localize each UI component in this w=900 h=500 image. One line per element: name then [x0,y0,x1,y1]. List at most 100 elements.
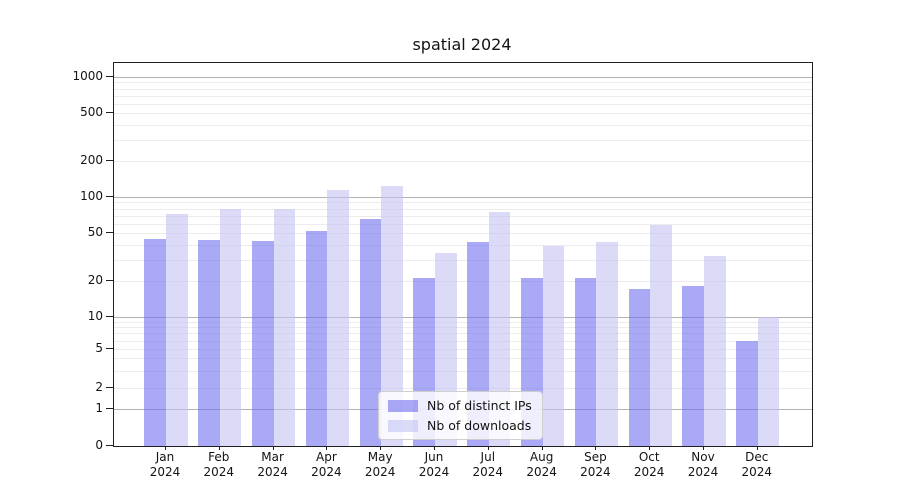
bar-distinct-ips-feb-2024 [198,239,220,446]
ytick-label-5: 5 [95,341,103,355]
xtick-mark-jan-2024 [165,446,166,450]
xtick-label-jul-2024: Jul 2024 [456,450,520,480]
ytick-mark-1000 [106,76,113,77]
ytick-label-10: 10 [87,309,103,323]
xtick-label-line: Nov [691,450,715,464]
gridline-minor-6 [114,340,812,342]
ytick-mark-500 [106,112,113,114]
gridline-minor-7 [114,333,812,335]
gridline-minor-40 [114,244,812,246]
xtick-label-line: Dec [745,450,769,464]
xtick-mark-jun-2024 [434,446,435,450]
bar-downloads-sep-2024 [596,242,619,446]
xtick-label-line: 2024 [526,465,557,479]
xtick-label-nov-2024: Nov 2024 [671,450,735,480]
gridline-minor-5 [114,349,812,350]
xtick-mark-nov-2024 [703,446,704,450]
xtick-mark-may-2024 [380,446,382,450]
xtick-label-line: 2024 [633,465,665,479]
gridline-minor-700 [114,95,812,97]
ytick-mark-100 [106,196,113,197]
legend-item-distinct-ips: Nb of distinct IPs [388,398,532,413]
xtick-label-mar-2024: Mar 2024 [241,450,305,480]
bar-downloads-jul-2024 [488,211,511,446]
ytick-label-2: 2 [95,380,103,394]
ytick-label-1: 1 [95,401,103,415]
xtick-mark-apr-2024 [326,446,328,450]
ytick-mark-10 [106,316,113,317]
gridline-major-1000 [114,77,812,78]
ytick-mark-1 [106,408,113,409]
bar-distinct-ips-oct-2024 [628,289,651,446]
gridline-minor-80 [114,208,812,210]
xtick-label-line: 2024 [580,465,611,479]
legend-swatch-distinct-ips [388,399,418,412]
xtick-mark-dec-2024 [756,446,758,450]
bar-downloads-oct-2024 [650,225,672,446]
xtick-label-line: Oct [638,450,660,464]
chart-title: spatial 2024 [412,35,512,54]
gridline-minor-20 [114,280,812,282]
bar-downloads-jan-2024 [166,214,188,446]
xtick-label-line: 2024 [203,465,235,479]
bar-distinct-ips-dec-2024 [736,340,758,446]
legend-label-distinct-ips: Nb of distinct IPs [427,398,532,413]
gridline-minor-8 [114,327,812,329]
gridline-minor-90 [114,202,812,204]
xtick-label-line: 2024 [364,465,396,479]
gridline-minor-9 [114,321,812,323]
xtick-mark-oct-2024 [649,446,651,450]
gridline-minor-30 [114,259,812,261]
xtick-label-line: Jun [424,450,444,464]
xtick-label-line: 2024 [418,465,450,479]
xtick-label-feb-2024: Feb 2024 [187,450,251,480]
xtick-label-line: Mar [261,450,284,464]
gridline-minor-4 [114,358,812,360]
ytick-mark-20 [106,279,113,281]
xtick-mark-mar-2024 [272,446,274,450]
legend-item-downloads: Nb of downloads [388,418,532,433]
gridline-major-100 [114,197,812,198]
gridline-minor-60 [114,223,812,225]
ytick-label-20: 20 [87,272,103,287]
bar-distinct-ips-may-2024 [359,219,382,446]
ytick-mark-5 [106,348,113,349]
xtick-label-jun-2024: Jun 2024 [402,450,466,480]
bar-downloads-nov-2024 [704,256,726,446]
bar-downloads-feb-2024 [219,208,242,446]
xtick-mark-sep-2024 [595,446,597,450]
bar-distinct-ips-apr-2024 [305,231,328,446]
bar-downloads-may-2024 [381,186,403,446]
xtick-label-apr-2024: Apr 2024 [294,450,358,480]
ytick-mark-2 [106,387,113,388]
gridline-minor-50 [114,233,812,235]
xtick-label-may-2024: May 2024 [348,450,412,480]
xtick-label-line: 2024 [687,465,719,479]
xtick-label-line: May [367,450,393,464]
ytick-mark-200 [106,159,113,161]
legend: Nb of distinct IPs Nb of downloads [378,391,543,440]
gridline-minor-500 [114,113,812,115]
plot-area: Nb of distinct IPs Nb of downloads [113,62,813,447]
gridline-minor-400 [114,124,812,126]
ytick-label-0: 0 [95,438,103,452]
ytick-label-100: 100 [80,189,103,203]
ytick-label-50: 50 [87,225,103,240]
bar-downloads-aug-2024 [542,246,565,446]
xtick-label-line: Aug [529,450,554,464]
bar-downloads-mar-2024 [273,209,296,446]
ytick-label-500: 500 [80,105,103,120]
gridline-minor-900 [114,82,812,84]
xtick-mark-jul-2024 [487,446,489,450]
xtick-label-dec-2024: Dec 2024 [725,450,789,480]
xtick-label-line: 2024 [257,465,288,479]
xtick-mark-aug-2024 [541,446,543,450]
xtick-label-line: 2024 [311,465,342,479]
gridline-major-10 [114,317,812,318]
legend-swatch-downloads [388,419,418,432]
xtick-mark-feb-2024 [218,446,220,450]
xtick-label-line: 2024 [472,465,504,479]
bar-distinct-ips-sep-2024 [574,278,597,446]
xtick-label-line: Apr [316,450,337,464]
bar-distinct-ips-mar-2024 [251,240,274,446]
